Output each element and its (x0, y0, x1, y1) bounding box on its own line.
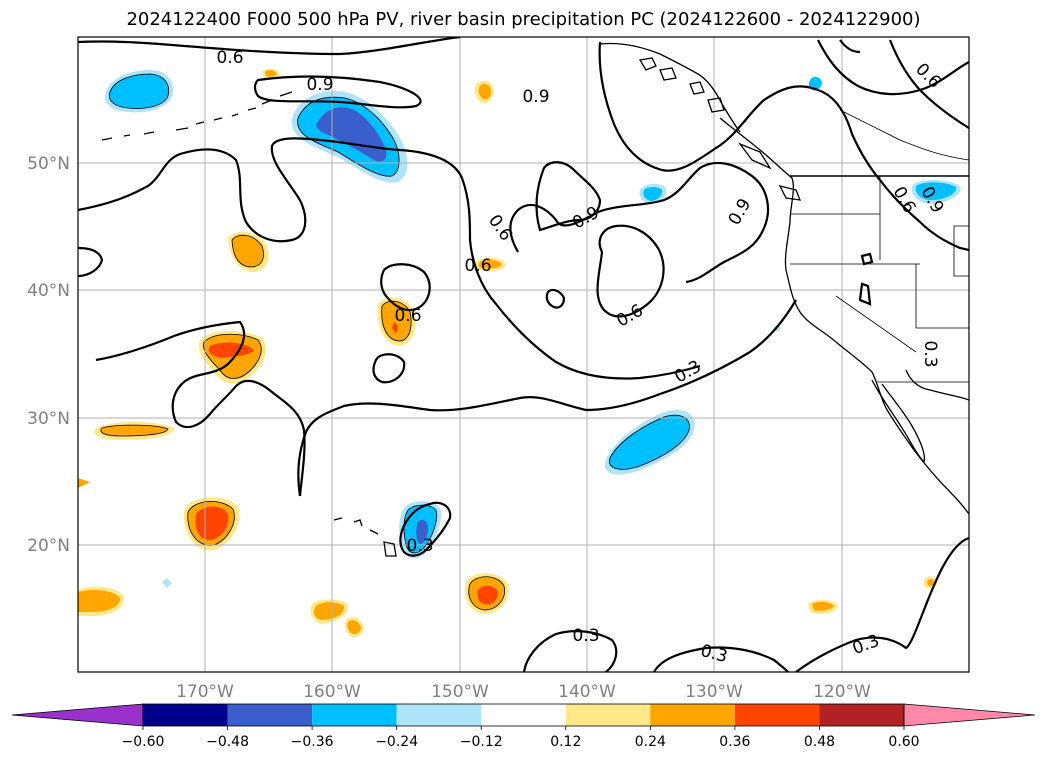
lon-label: 170°W (176, 682, 234, 702)
lon-label: 130°W (685, 682, 743, 702)
contour-label: 0.3 (406, 536, 433, 556)
colorbar-segment (819, 704, 904, 726)
coastlines (101, 42, 969, 557)
colorbar-tick-label: −0.48 (206, 734, 249, 750)
latitude-labels: 50°N 40°N 30°N 20°N (27, 154, 70, 556)
map-title: 2024122400 F000 500 hPa PV, river basin … (126, 9, 921, 30)
lon-label: 140°W (558, 682, 616, 702)
contour-label: 0.9 (306, 75, 333, 95)
colorbar-extend-high (903, 703, 1036, 727)
lon-label: 120°W (813, 682, 871, 702)
graticule (78, 37, 969, 672)
colorbar-tick-label: 0.36 (719, 734, 750, 750)
colorbar-tick-label: −0.12 (460, 734, 503, 750)
lat-label: 40°N (27, 281, 70, 301)
lon-label: 150°W (431, 682, 489, 702)
colorbar-tick-label: −0.24 (375, 734, 418, 750)
patch-negative-nw (105, 70, 174, 113)
colorbar-tick-label: 0.12 (550, 734, 581, 750)
lat-label: 20°N (27, 536, 70, 556)
contour-label: 0.6 (394, 306, 421, 326)
colorbar-tick-label: 0.48 (804, 734, 835, 750)
colorbar-frame (142, 703, 905, 727)
lat-label: 50°N (27, 154, 70, 174)
patch-negative-subtropics (604, 410, 695, 475)
patch-negative-gulf (291, 91, 408, 183)
colorbar: −0.60 −0.48 −0.36 −0.24 −0.12 0.12 0.24 0.36 0.4… (11, 703, 1036, 750)
pv-contours (78, 37, 969, 672)
contour-label: 0.3 (920, 340, 940, 367)
colorbar-tick-label: 0.60 (888, 734, 919, 750)
contour-label: 0.6 (216, 48, 243, 68)
colorbar-extend-low (11, 703, 144, 727)
colorbar-tick-label: 0.24 (635, 734, 666, 750)
contour-label: 0.3 (572, 626, 599, 646)
colorbar-segment (143, 704, 228, 726)
colorbar-tick-label: −0.36 (291, 734, 334, 750)
colorbar-segment (481, 704, 566, 726)
colorbar-segment (312, 704, 397, 726)
lon-label: 160°W (303, 682, 361, 702)
colorbar-tick-label: −0.60 (122, 734, 165, 750)
colorbar-segment (396, 704, 482, 726)
longitude-labels: 170°W 160°W 150°W 140°W 130°W 120°W (176, 682, 871, 702)
colorbar-segment (227, 704, 313, 726)
map-frame (77, 36, 970, 673)
colorbar-segment (734, 704, 820, 726)
patch-outlines (100, 73, 690, 611)
colorbar-segment (650, 704, 735, 726)
precipitation-patches (78, 68, 961, 638)
contour-label: 0.9 (522, 87, 549, 107)
contour-label: 0.6 (464, 256, 491, 276)
colorbar-segment (565, 704, 651, 726)
lat-label: 30°N (27, 409, 70, 429)
